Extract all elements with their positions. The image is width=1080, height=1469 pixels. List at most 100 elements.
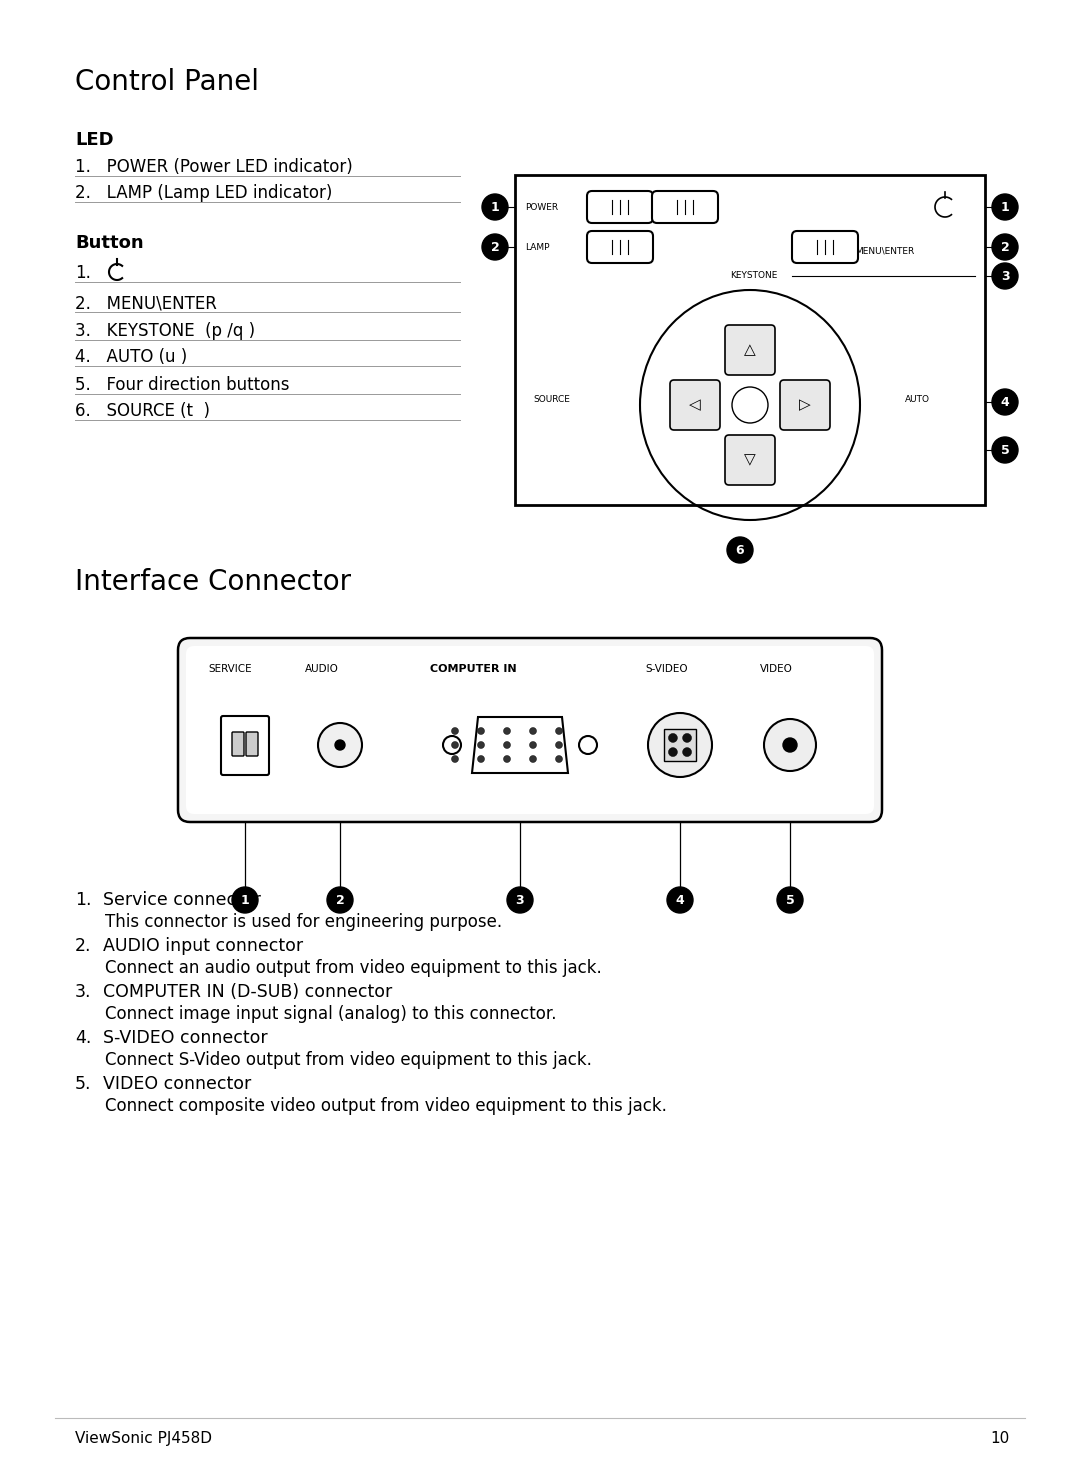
Circle shape bbox=[503, 727, 511, 734]
Text: 1: 1 bbox=[490, 200, 499, 213]
Circle shape bbox=[667, 887, 693, 914]
Circle shape bbox=[482, 194, 508, 220]
Text: Interface Connector: Interface Connector bbox=[75, 569, 351, 596]
Text: Service connector: Service connector bbox=[103, 892, 261, 909]
Circle shape bbox=[683, 748, 691, 757]
Text: LAMP: LAMP bbox=[525, 242, 550, 253]
FancyBboxPatch shape bbox=[221, 715, 269, 776]
Circle shape bbox=[335, 740, 345, 751]
Text: 5: 5 bbox=[785, 893, 795, 906]
Text: 3.: 3. bbox=[75, 983, 92, 1000]
Text: 3: 3 bbox=[515, 893, 524, 906]
Circle shape bbox=[318, 723, 362, 767]
Text: ▽: ▽ bbox=[744, 452, 756, 467]
Text: Connect image input signal (analog) to this connector.: Connect image input signal (analog) to t… bbox=[105, 1005, 556, 1022]
Text: 4.: 4. bbox=[75, 1028, 92, 1047]
Text: 3.   KEYSTONE  (p /q ): 3. KEYSTONE (p /q ) bbox=[75, 322, 255, 339]
Text: AUDIO input connector: AUDIO input connector bbox=[103, 937, 303, 955]
Text: 4: 4 bbox=[1001, 395, 1010, 408]
Text: 2.: 2. bbox=[75, 937, 92, 955]
Circle shape bbox=[477, 742, 485, 749]
Text: S-VIDEO: S-VIDEO bbox=[645, 664, 688, 674]
Text: SOURCE: SOURCE bbox=[534, 395, 570, 404]
Text: 6: 6 bbox=[735, 544, 744, 557]
Text: 4.   AUTO (u ): 4. AUTO (u ) bbox=[75, 348, 187, 366]
Text: 1: 1 bbox=[1001, 200, 1010, 213]
Circle shape bbox=[529, 742, 537, 749]
Text: Button: Button bbox=[75, 234, 144, 253]
Text: 6.   SOURCE (t  ): 6. SOURCE (t ) bbox=[75, 403, 210, 420]
Circle shape bbox=[555, 742, 563, 749]
Text: 10: 10 bbox=[990, 1431, 1010, 1445]
Circle shape bbox=[727, 538, 753, 563]
Text: 5.   Four direction buttons: 5. Four direction buttons bbox=[75, 376, 289, 394]
Text: 3: 3 bbox=[1001, 269, 1010, 282]
Text: AUTO: AUTO bbox=[905, 395, 930, 404]
Text: AUDIO: AUDIO bbox=[305, 664, 339, 674]
Text: SERVICE: SERVICE bbox=[208, 664, 252, 674]
Text: KEYSTONE: KEYSTONE bbox=[730, 270, 778, 281]
FancyBboxPatch shape bbox=[670, 380, 720, 430]
Text: POWER: POWER bbox=[525, 203, 558, 212]
Text: S-VIDEO connector: S-VIDEO connector bbox=[103, 1028, 268, 1047]
Text: 2: 2 bbox=[336, 893, 345, 906]
Circle shape bbox=[451, 727, 459, 734]
FancyBboxPatch shape bbox=[232, 732, 244, 757]
Text: Connect composite video output from video equipment to this jack.: Connect composite video output from vide… bbox=[105, 1097, 666, 1115]
Text: ViewSonic PJ458D: ViewSonic PJ458D bbox=[75, 1431, 212, 1445]
Circle shape bbox=[451, 742, 459, 749]
FancyBboxPatch shape bbox=[186, 646, 874, 814]
Circle shape bbox=[529, 755, 537, 762]
Circle shape bbox=[993, 234, 1018, 260]
Text: 1.: 1. bbox=[75, 264, 91, 282]
Text: This connector is used for engineering purpose.: This connector is used for engineering p… bbox=[105, 914, 502, 931]
FancyBboxPatch shape bbox=[588, 231, 653, 263]
FancyBboxPatch shape bbox=[178, 638, 882, 823]
Text: COMPUTER IN: COMPUTER IN bbox=[430, 664, 516, 674]
Circle shape bbox=[529, 727, 537, 734]
Circle shape bbox=[683, 733, 691, 742]
Text: 1.: 1. bbox=[75, 892, 92, 909]
Circle shape bbox=[669, 748, 677, 757]
Circle shape bbox=[327, 887, 353, 914]
Text: 5: 5 bbox=[1001, 444, 1010, 457]
Polygon shape bbox=[472, 717, 568, 773]
FancyBboxPatch shape bbox=[725, 435, 775, 485]
FancyBboxPatch shape bbox=[780, 380, 831, 430]
Text: 2: 2 bbox=[490, 241, 499, 254]
Text: VIDEO connector: VIDEO connector bbox=[103, 1075, 252, 1093]
Circle shape bbox=[669, 733, 677, 742]
Circle shape bbox=[783, 737, 797, 752]
FancyBboxPatch shape bbox=[588, 191, 653, 223]
Text: 1.   POWER (Power LED indicator): 1. POWER (Power LED indicator) bbox=[75, 159, 353, 176]
Text: ▷: ▷ bbox=[799, 398, 811, 413]
Circle shape bbox=[503, 755, 511, 762]
FancyBboxPatch shape bbox=[652, 191, 718, 223]
Circle shape bbox=[555, 755, 563, 762]
FancyBboxPatch shape bbox=[246, 732, 258, 757]
Circle shape bbox=[993, 194, 1018, 220]
Text: MENU\ENTER: MENU\ENTER bbox=[855, 245, 915, 256]
Circle shape bbox=[451, 755, 459, 762]
Text: LED: LED bbox=[75, 131, 113, 148]
Text: 2.   MENU\ENTER: 2. MENU\ENTER bbox=[75, 294, 217, 311]
Circle shape bbox=[993, 436, 1018, 463]
Circle shape bbox=[477, 727, 485, 734]
Text: Connect S-Video output from video equipment to this jack.: Connect S-Video output from video equipm… bbox=[105, 1050, 592, 1069]
Circle shape bbox=[777, 887, 804, 914]
FancyBboxPatch shape bbox=[725, 325, 775, 375]
Circle shape bbox=[732, 386, 768, 423]
Text: ◁: ◁ bbox=[689, 398, 701, 413]
Circle shape bbox=[993, 263, 1018, 289]
FancyBboxPatch shape bbox=[515, 175, 985, 505]
Circle shape bbox=[764, 718, 816, 771]
Circle shape bbox=[232, 887, 258, 914]
Circle shape bbox=[555, 727, 563, 734]
Text: △: △ bbox=[744, 342, 756, 357]
Circle shape bbox=[477, 755, 485, 762]
Circle shape bbox=[648, 712, 712, 777]
Circle shape bbox=[503, 742, 511, 749]
Text: 2: 2 bbox=[1001, 241, 1010, 254]
Text: 1: 1 bbox=[241, 893, 249, 906]
Text: VIDEO: VIDEO bbox=[760, 664, 793, 674]
